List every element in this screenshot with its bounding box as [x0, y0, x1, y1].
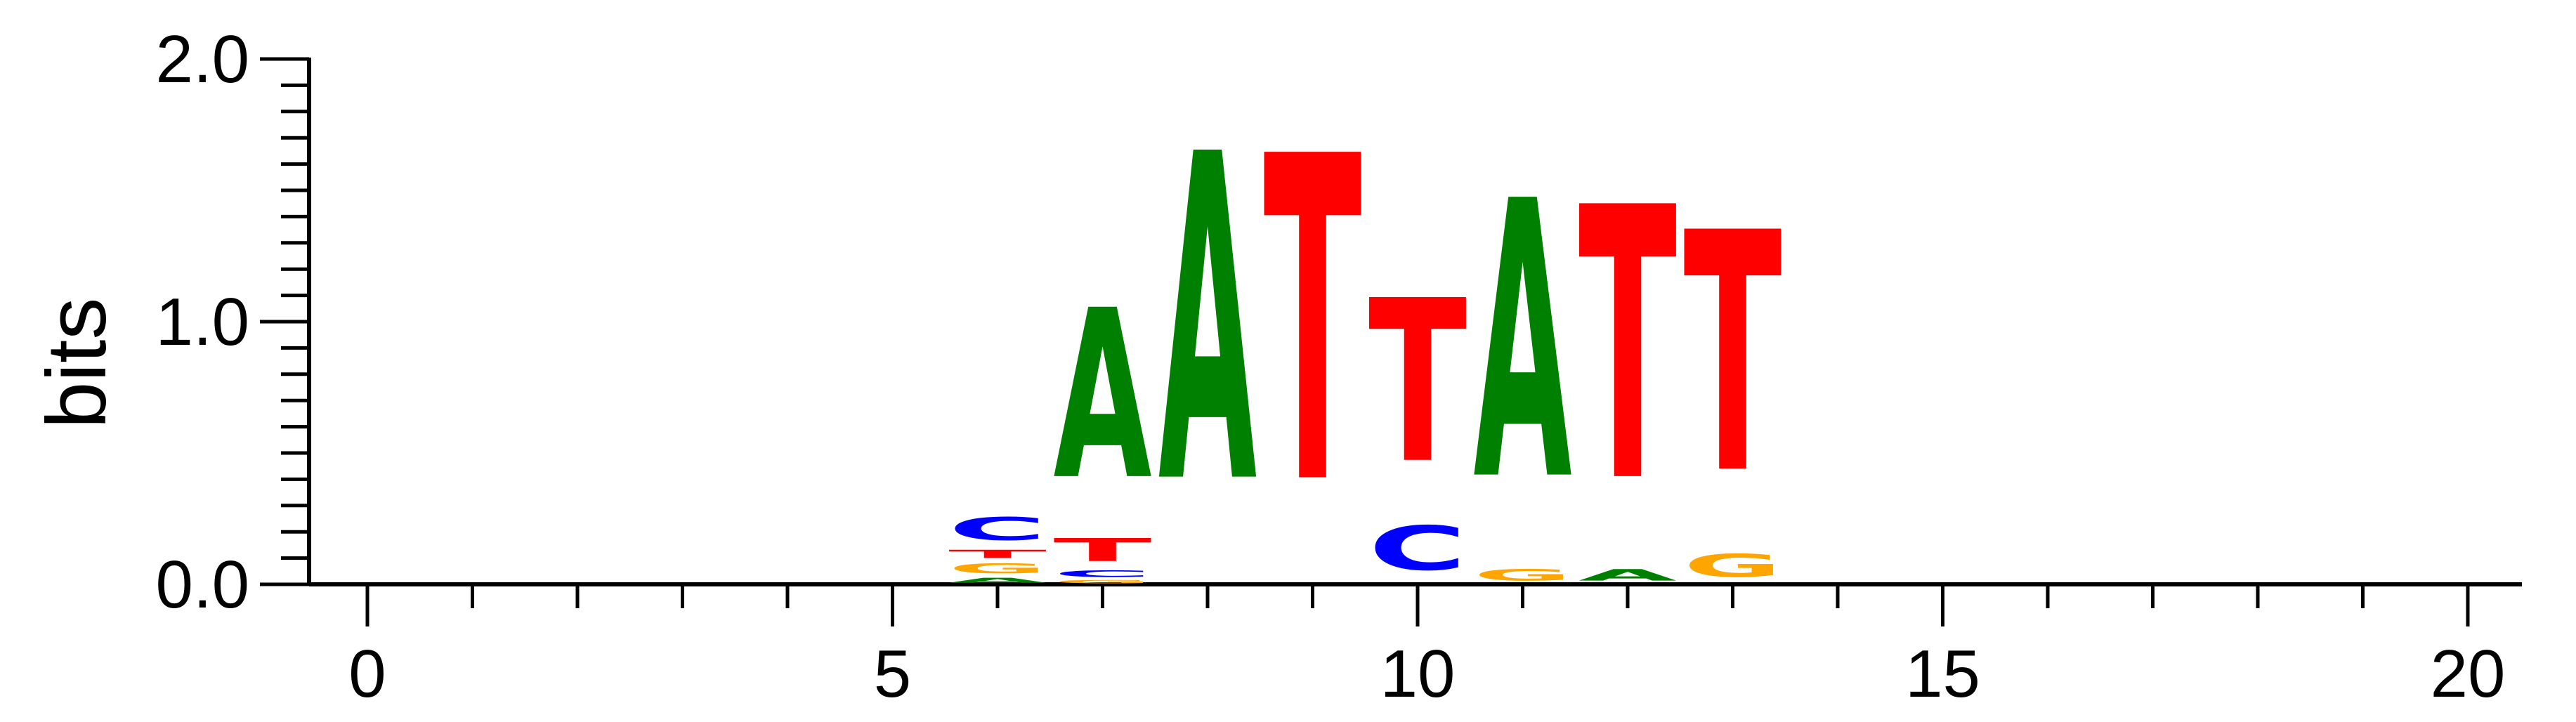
logo-letter-t-pos-12: T [1578, 129, 1678, 565]
logo-letter-c-pos-6: C [948, 511, 1047, 548]
logo-letter-t-pos-13: T [1684, 164, 1783, 546]
x-tick-label: 10 [1380, 636, 1456, 711]
logo-letter-t-pos-6: T [948, 548, 1047, 561]
y-tick-label: 2.0 [156, 22, 249, 97]
logo-letter-a-pos-12: A [1578, 566, 1677, 584]
y-axis: 0.0 1.0 2.0 [156, 22, 311, 622]
logo-letter-a-pos-8: A [1158, 60, 1257, 582]
y-tick-label: 0.0 [156, 547, 249, 622]
logo-letter-g-pos-7: G [1054, 579, 1152, 584]
logo-letter-g-pos-13: G [1684, 548, 1782, 584]
x-tick-label: 5 [874, 636, 911, 711]
logo-letter-c-pos-10: C [1368, 513, 1467, 584]
y-axis-title: bits [30, 298, 124, 429]
logo-letter-g-pos-6: G [948, 560, 1047, 577]
logo-letter-a-pos-6: A [948, 577, 1047, 584]
logo-letter-g-pos-11: G [1474, 566, 1572, 584]
x-tick-label: 20 [2431, 636, 2506, 711]
x-tick-label: 0 [348, 636, 386, 711]
x-axis: 0 5 10 15 20 [309, 582, 2522, 711]
logo-letter-t-pos-9: T [1264, 64, 1363, 583]
logo-letter-t-pos-7: T [1054, 532, 1152, 568]
logo-letter-t-pos-10: T [1368, 254, 1467, 513]
logo-letter-a-pos-11: A [1474, 122, 1573, 565]
y-tick-label: 1.0 [156, 284, 249, 360]
x-tick-label: 15 [1905, 636, 1980, 711]
logo-letter-c-pos-7: C [1054, 569, 1152, 579]
logo-letter-a-pos-7: A [1054, 261, 1153, 531]
